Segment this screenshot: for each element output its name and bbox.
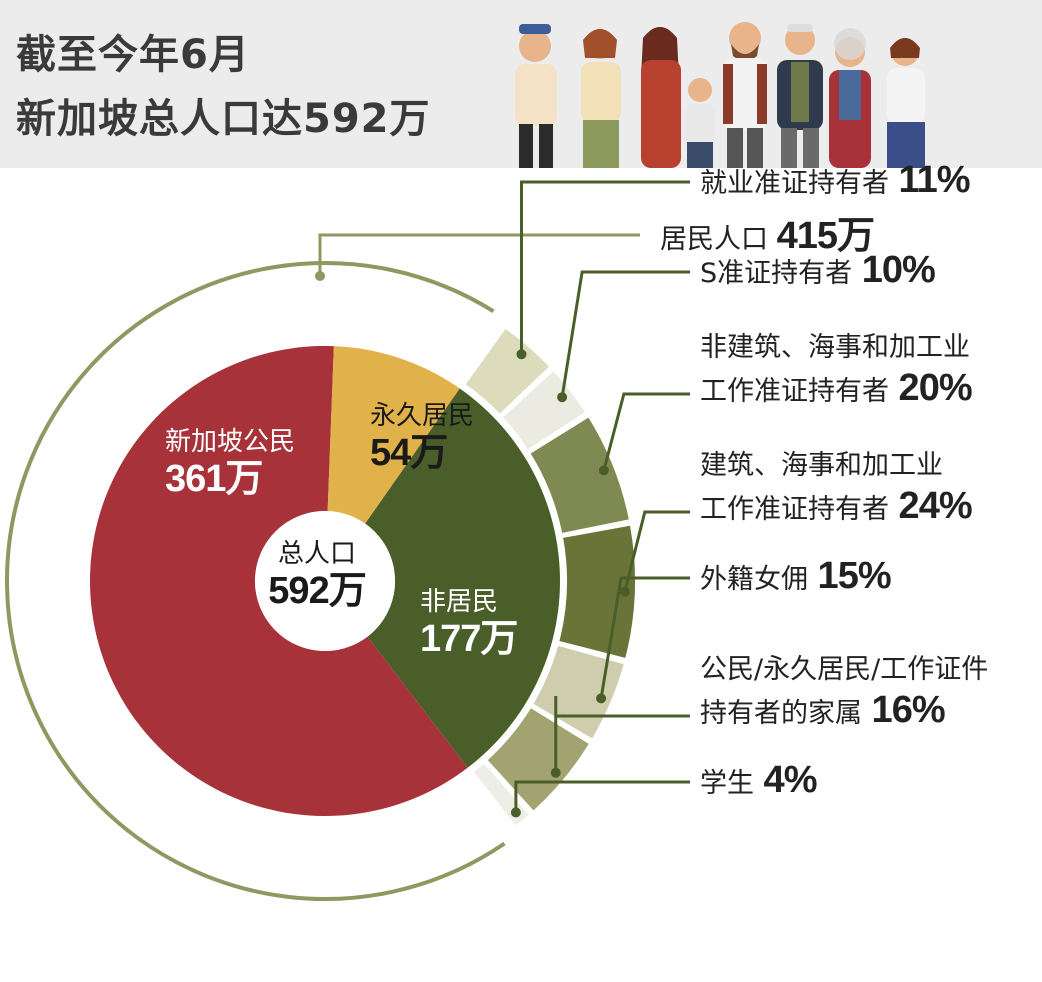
breakdown-label-2: S准证持有者 10% bbox=[700, 249, 936, 294]
center-hole bbox=[255, 511, 395, 651]
leader-line-6 bbox=[554, 696, 690, 773]
breakdown-label-pct: 15% bbox=[808, 555, 892, 597]
breakdown-label-text: 建筑、海事和加工业 bbox=[700, 450, 943, 481]
ring-segment-1 bbox=[465, 328, 549, 414]
leader-line-5 bbox=[599, 576, 690, 699]
title-line-1: 截至今年6月 bbox=[16, 32, 250, 78]
breakdown-label-text: 持有者的家属 bbox=[700, 698, 862, 729]
breakdown-label-1: 就业准证持有者 11% bbox=[700, 159, 971, 204]
breakdown-label-line: 外籍女佣 15% bbox=[700, 555, 892, 600]
leader-line-1 bbox=[520, 180, 690, 355]
breakdown-label-line: 建筑、海事和加工业 bbox=[700, 446, 972, 486]
leader-dot-1 bbox=[516, 349, 527, 360]
person-figure bbox=[723, 22, 767, 168]
slice-pr bbox=[327, 346, 460, 524]
person-figure bbox=[829, 28, 871, 168]
leader-line-2 bbox=[560, 270, 690, 398]
breakdown-label-line: 工作准证持有者 24% bbox=[700, 485, 973, 530]
breakdown-label-line: 非建筑、海事和加工业 bbox=[700, 328, 972, 368]
breakdown-label-line: 公民/永久居民/工作证件 bbox=[700, 650, 988, 690]
resident-bracket-arc bbox=[5, 261, 506, 901]
slice-label-citizen-value: 361万 bbox=[165, 457, 263, 500]
breakdown-label-line: 就业准证持有者 11% bbox=[700, 159, 971, 204]
breakdown-label-4: 建筑、海事和加工业 工作准证持有者 24% bbox=[700, 446, 973, 530]
person-figure bbox=[685, 78, 715, 168]
slice-label-pr: 永久居民 54万 bbox=[370, 401, 475, 476]
breakdown-label-text: 学生 bbox=[700, 768, 754, 799]
center-label-name: 总人口 bbox=[277, 539, 356, 569]
person-figure bbox=[641, 27, 681, 168]
ring-segment-3 bbox=[530, 417, 629, 533]
slice-label-citizen-name: 新加坡公民 bbox=[165, 427, 296, 457]
resident-leader-line bbox=[318, 233, 640, 276]
breakdown-label-text: S准证持有者 bbox=[700, 258, 853, 289]
breakdown-label-pct: 16% bbox=[862, 689, 946, 731]
breakdown-label-text: 工作准证持有者 bbox=[700, 376, 889, 407]
people-group-illustration bbox=[515, 22, 925, 168]
breakdown-label-6: 公民/永久居民/工作证件 持有者的家属 16% bbox=[700, 650, 988, 734]
center-label: 总人口 592万 bbox=[262, 539, 372, 614]
breakdown-label-pct: 20% bbox=[889, 367, 973, 409]
population-donut-chart bbox=[5, 180, 690, 901]
breakdown-label-line: 工作准证持有者 20% bbox=[700, 367, 973, 412]
breakdown-label-7: 学生 4% bbox=[700, 759, 818, 804]
slice-citizen bbox=[89, 346, 468, 817]
center-label-value: 592万 bbox=[268, 569, 366, 612]
slice-label-nonresident-name: 非居民 bbox=[420, 587, 499, 617]
breakdown-label-5: 外籍女佣 15% bbox=[700, 555, 892, 600]
breakdown-label-text: 外籍女佣 bbox=[700, 564, 808, 595]
header-banner: 截至今年6月 新加坡总人口达592万 bbox=[0, 0, 1042, 168]
breakdown-label-line: 持有者的家属 16% bbox=[700, 690, 988, 734]
resident-label: 居民人口 415万 bbox=[660, 215, 875, 260]
slice-nonresident bbox=[365, 388, 560, 768]
ring-segment-4 bbox=[559, 525, 636, 658]
slice-label-nonresident: 非居民 177万 bbox=[420, 587, 518, 662]
leader-line-3 bbox=[602, 392, 690, 471]
title-line-2: 新加坡总人口达592万 bbox=[16, 96, 431, 142]
breakdown-label-text: 公民/永久居民/工作证件 bbox=[700, 654, 989, 685]
leader-line-7 bbox=[514, 780, 690, 813]
breakdown-label-pct: 24% bbox=[889, 485, 973, 527]
resident-label-name: 居民人口 bbox=[660, 224, 768, 255]
slice-label-pr-value: 54万 bbox=[370, 431, 448, 474]
resident-label-value: 415万 bbox=[776, 215, 875, 257]
breakdown-label-line: S准证持有者 10% bbox=[700, 249, 936, 294]
person-figure bbox=[777, 24, 823, 168]
person-figure bbox=[581, 29, 621, 168]
person-figure bbox=[515, 24, 557, 168]
breakdown-label-pct: 10% bbox=[852, 249, 936, 291]
breakdown-label-text: 就业准证持有者 bbox=[700, 168, 889, 199]
breakdown-label-text: 工作准证持有者 bbox=[700, 494, 889, 525]
breakdown-label-pct: 4% bbox=[754, 759, 818, 801]
breakdown-label-3: 非建筑、海事和加工业 工作准证持有者 20% bbox=[700, 328, 973, 412]
breakdown-label-text: 非建筑、海事和加工业 bbox=[700, 332, 970, 363]
slice-label-nonresident-value: 177万 bbox=[420, 617, 518, 660]
person-figure bbox=[887, 38, 925, 168]
breakdown-label-line: 学生 4% bbox=[700, 759, 818, 804]
slice-label-pr-name: 永久居民 bbox=[370, 401, 475, 431]
leader-line-4 bbox=[623, 510, 690, 593]
breakdown-label-pct: 11% bbox=[889, 159, 971, 201]
ring-segment-6 bbox=[487, 708, 589, 811]
slice-label-citizen: 新加坡公民 361万 bbox=[165, 427, 296, 502]
